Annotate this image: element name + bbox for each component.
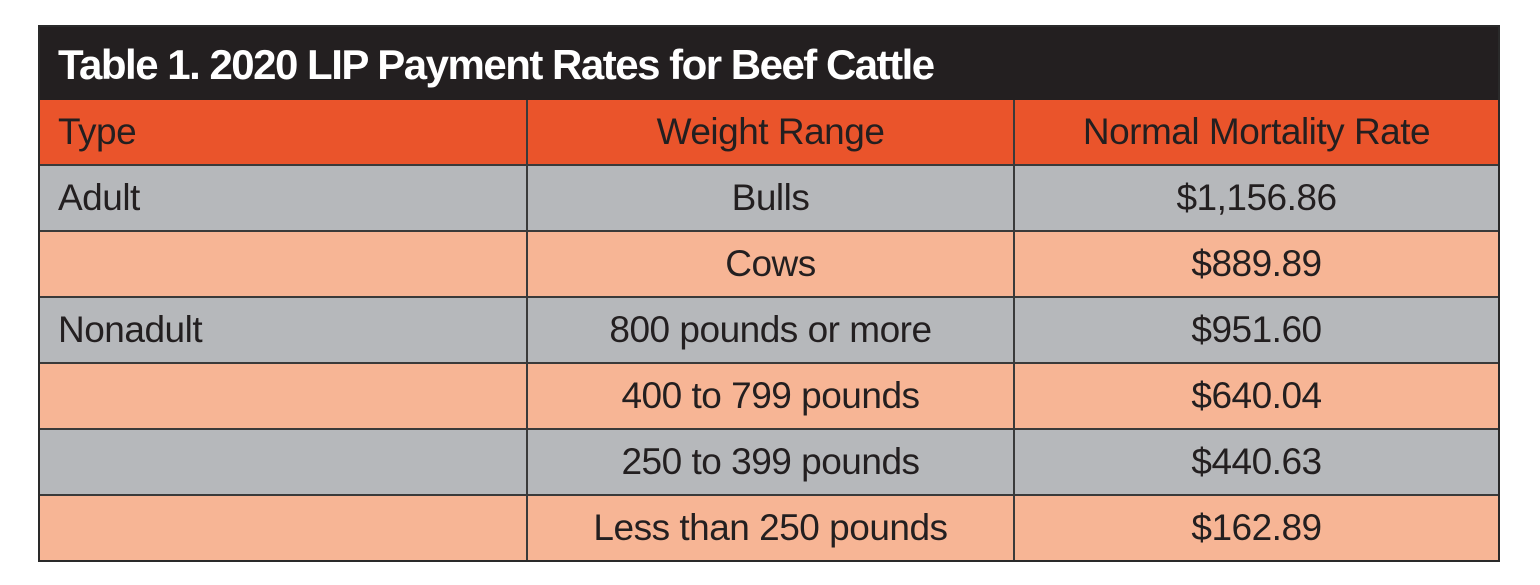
table-row: Adult Bulls $1,156.86 [40, 164, 1498, 232]
table-row: Cows $889.89 [40, 230, 1498, 298]
table-cell: Adult [40, 164, 528, 232]
table-cell: $951.60 [1013, 296, 1498, 364]
table-cell: Nonadult [40, 296, 528, 364]
table-cell: $440.63 [1013, 428, 1498, 496]
table-cell: Cows [526, 230, 1015, 298]
table-panel: Table 1. 2020 LIP Payment Rates for Beef… [38, 25, 1500, 562]
table-cell [40, 494, 528, 560]
table-cell: $1,156.86 [1013, 164, 1498, 232]
header-row: Type Weight Range Normal Mortality Rate [40, 100, 1498, 166]
table-cell [40, 362, 528, 430]
column-header: Type [40, 100, 528, 166]
table-cell: $640.04 [1013, 362, 1498, 430]
table-cell: 800 pounds or more [526, 296, 1015, 364]
column-header: Weight Range [526, 100, 1015, 166]
table-cell: $162.89 [1013, 494, 1498, 560]
table-row: Nonadult 800 pounds or more $951.60 [40, 296, 1498, 364]
table-row: Less than 250 pounds $162.89 [40, 494, 1498, 560]
table-body: Type Weight Range Normal Mortality Rate Adu… [40, 100, 1498, 560]
column-header: Normal Mortality Rate [1013, 100, 1498, 166]
table-cell: 400 to 799 pounds [526, 362, 1015, 430]
table-title: Table 1. 2020 LIP Payment Rates for Beef… [40, 27, 1498, 100]
table-row: 250 to 399 pounds $440.63 [40, 428, 1498, 496]
rates-table: Type Weight Range Normal Mortality Rate Adu… [40, 100, 1498, 560]
table-cell [40, 428, 528, 496]
table-cell: 250 to 399 pounds [526, 428, 1015, 496]
table-cell [40, 230, 528, 298]
table-cell: $889.89 [1013, 230, 1498, 298]
table-cell: Less than 250 pounds [526, 494, 1015, 560]
table-cell: Bulls [526, 164, 1015, 232]
table-row: 400 to 799 pounds $640.04 [40, 362, 1498, 430]
